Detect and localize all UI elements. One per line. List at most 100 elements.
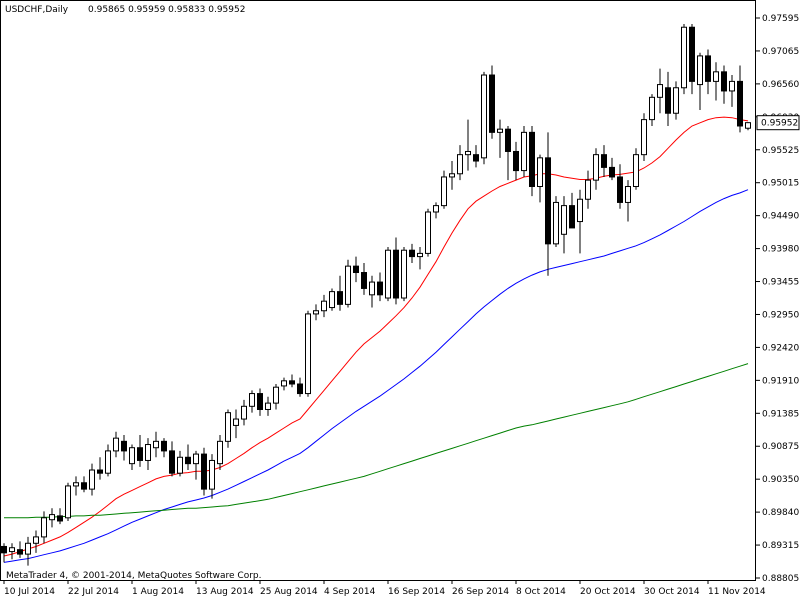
candle — [513, 141, 519, 181]
time-tick-label: 20 Oct 2014 — [580, 587, 636, 597]
candle-body-bull — [713, 71, 719, 82]
candle-body-bull — [729, 80, 735, 92]
candle — [705, 49, 711, 95]
candle-body-bull — [265, 402, 271, 410]
candle — [409, 243, 415, 263]
candle-body-bull — [321, 300, 327, 312]
candle — [393, 237, 399, 305]
candle — [289, 374, 295, 388]
candle-body-bear — [529, 131, 535, 188]
candle-body-bull — [593, 154, 599, 181]
time-tick-label: 30 Oct 2014 — [644, 587, 700, 597]
candle-body-bull — [401, 249, 407, 299]
candle — [185, 444, 191, 471]
candle-body-bear — [1, 545, 7, 554]
candle — [537, 154, 543, 203]
candle — [1, 543, 7, 563]
candle-body-bull — [145, 444, 151, 461]
candle-body-bear — [289, 380, 295, 385]
candle — [673, 81, 679, 120]
candle-body-bull — [9, 547, 15, 553]
candle-body-bear — [81, 482, 87, 490]
candle-body-bull — [41, 517, 47, 538]
candle-body-bear — [545, 157, 551, 245]
candle-body-bull — [305, 313, 311, 395]
candle — [193, 450, 199, 480]
candle — [97, 457, 103, 480]
candle-body-bull — [633, 154, 639, 188]
candle — [529, 125, 535, 197]
candle-body-bear — [121, 440, 127, 452]
time-tick-label: 8 Oct 2014 — [516, 587, 566, 597]
candle — [121, 434, 127, 461]
candle — [665, 71, 671, 126]
candle-body-bull — [193, 453, 199, 465]
price-tick-label: 0.89315 — [762, 541, 799, 551]
candle — [465, 119, 471, 171]
candle — [217, 434, 223, 471]
candle — [441, 170, 447, 209]
price-tick-label: 0.92420 — [762, 343, 799, 353]
candle — [553, 196, 559, 248]
candle — [417, 247, 423, 270]
candle — [545, 132, 551, 276]
candle-body-bear — [201, 453, 207, 490]
candle-body-bull — [561, 205, 567, 235]
candle — [489, 65, 495, 139]
price-tick-label: 0.92950 — [762, 310, 799, 320]
candle-body-bull — [641, 119, 647, 156]
candle — [337, 275, 343, 311]
price-tick-label: 0.93455 — [762, 278, 799, 288]
candle-body-bear — [393, 249, 399, 299]
candle-body-bear — [297, 383, 303, 395]
time-tick-label: 25 Aug 2014 — [260, 587, 318, 597]
price-tick-label: 0.95525 — [762, 146, 799, 156]
candle — [385, 247, 391, 302]
candle-body-bull — [73, 482, 79, 487]
candle — [377, 272, 383, 302]
candle-body-bull — [217, 440, 223, 465]
candle — [721, 65, 727, 104]
candle — [689, 24, 695, 95]
candle-body-bear — [17, 549, 23, 555]
candle-body-bear — [353, 265, 359, 274]
candle — [41, 511, 47, 544]
candle-body-bull — [241, 405, 247, 420]
candle — [129, 444, 135, 471]
candle — [201, 447, 207, 496]
candle — [113, 431, 119, 458]
candle-body-bear — [169, 450, 175, 474]
candle — [25, 536, 31, 566]
price-tick-label: 0.96560 — [762, 80, 799, 90]
candle-body-bull — [25, 542, 31, 555]
ohlc-readout: 0.95865 0.95959 0.95833 0.95952 — [88, 5, 245, 15]
price-tick-label: 0.97065 — [762, 47, 799, 57]
candle-body-bull — [457, 154, 463, 175]
candle — [593, 148, 599, 190]
candle — [697, 52, 703, 111]
time-axis[interactable]: 10 Jul 2014 22 Jul 2014 1 Aug 2014 13 Aug 2… — [3, 580, 766, 597]
price-tick-label: 0.93980 — [762, 245, 799, 255]
copyright-text: MetaTrader 4, © 2001-2014, MetaQuotes So… — [6, 571, 262, 581]
candle-body-bull — [233, 418, 239, 426]
candle-body-bull — [465, 150, 471, 156]
candle — [729, 75, 735, 107]
candle-body-bull — [329, 291, 335, 309]
candle-body-bull — [585, 179, 591, 200]
candle — [353, 256, 359, 283]
candle — [57, 508, 63, 525]
candle — [137, 434, 143, 467]
candle — [257, 388, 263, 416]
candle — [233, 409, 239, 439]
time-tick-label: 1 Aug 2014 — [132, 587, 184, 597]
time-tick-label: 16 Sep 2014 — [388, 587, 445, 597]
candle — [713, 62, 719, 101]
candle — [81, 476, 87, 493]
candle-body-bull — [177, 456, 183, 474]
candle-body-bear — [737, 80, 743, 127]
candle-body-bear — [337, 291, 343, 305]
candle — [649, 94, 655, 126]
candle — [9, 543, 15, 560]
